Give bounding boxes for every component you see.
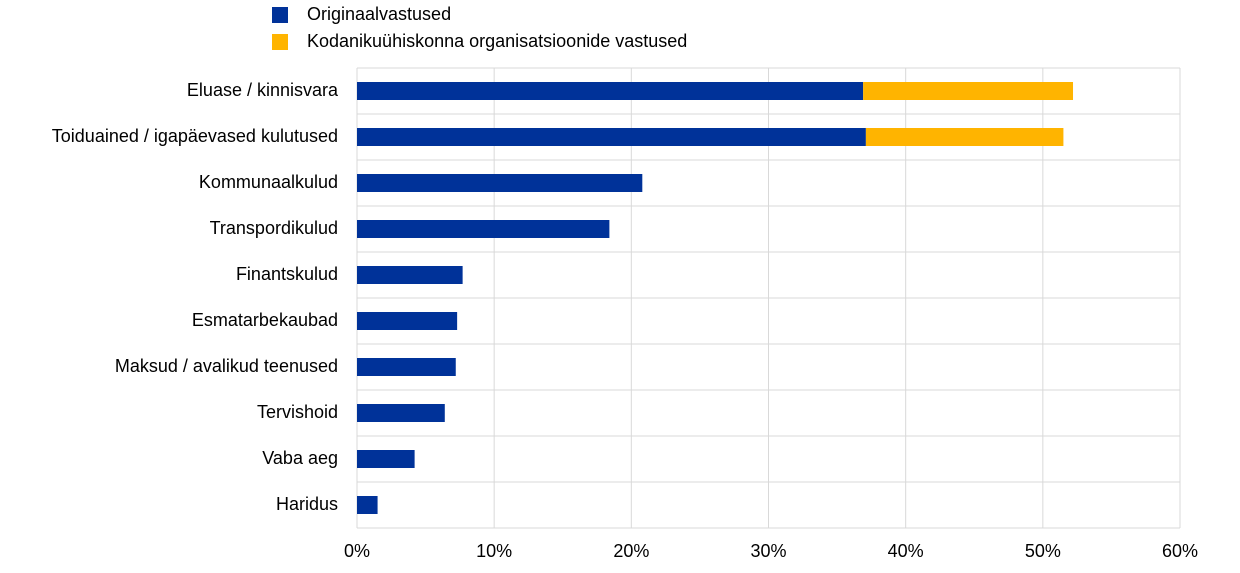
legend-swatch	[272, 34, 288, 50]
bar-segment	[865, 128, 1064, 146]
y-tick-label: Toiduained / igapäevased kulutused	[52, 126, 338, 146]
bar-segment	[863, 82, 1074, 100]
x-tick-label: 0%	[344, 541, 370, 561]
legend-swatch	[272, 7, 288, 23]
bar-segment	[357, 404, 445, 422]
bar-segment	[357, 82, 864, 100]
bar-segment	[357, 128, 866, 146]
bar-segment	[357, 450, 415, 468]
bar-segment	[357, 312, 458, 330]
legend-label: Kodanikuühiskonna organisatsioonide vast…	[307, 31, 687, 51]
legend-label: Originaalvastused	[307, 4, 451, 24]
y-tick-label: Transpordikulud	[210, 218, 338, 238]
x-tick-label: 30%	[750, 541, 786, 561]
bar-segment	[357, 266, 463, 284]
y-tick-label: Haridus	[276, 494, 338, 514]
y-tick-label: Kommunaalkulud	[199, 172, 338, 192]
x-tick-label: 20%	[613, 541, 649, 561]
y-tick-label: Vaba aeg	[262, 448, 338, 468]
y-tick-label: Esmatarbekaubad	[192, 310, 338, 330]
bar-segment	[357, 496, 378, 514]
y-tick-label: Finantskulud	[236, 264, 338, 284]
x-tick-label: 50%	[1025, 541, 1061, 561]
y-tick-label: Tervishoid	[257, 402, 338, 422]
x-tick-label: 10%	[476, 541, 512, 561]
x-tick-label: 60%	[1162, 541, 1198, 561]
x-tick-label: 40%	[888, 541, 924, 561]
y-tick-label: Eluase / kinnisvara	[187, 80, 339, 100]
y-tick-label: Maksud / avalikud teenused	[115, 356, 338, 376]
bar-segment	[357, 220, 610, 238]
bar-segment	[357, 174, 643, 192]
bar-segment	[357, 358, 456, 376]
